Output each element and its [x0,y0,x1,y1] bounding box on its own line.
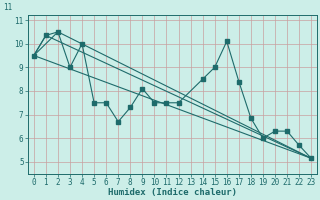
Text: 11: 11 [3,3,12,12]
X-axis label: Humidex (Indice chaleur): Humidex (Indice chaleur) [108,188,237,197]
